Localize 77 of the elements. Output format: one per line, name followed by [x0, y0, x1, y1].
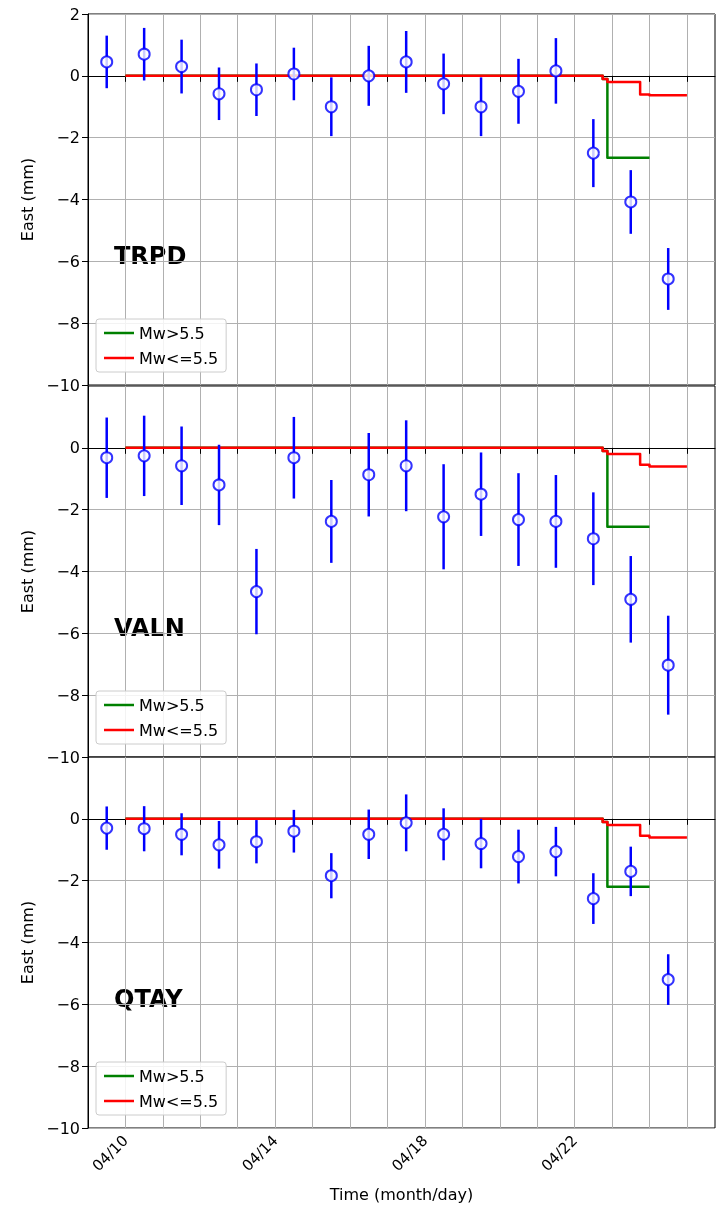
y-tick-label: −4 — [56, 190, 80, 209]
y-tick-label: −4 — [56, 562, 80, 581]
x-axis-title: Time (month/day) — [328, 1184, 474, 1204]
y-tick-label: 0 — [69, 809, 80, 829]
y-axis-title: East (mm) — [17, 157, 37, 242]
point — [437, 827, 451, 841]
point — [212, 838, 226, 852]
point — [175, 827, 189, 841]
point — [287, 451, 301, 465]
point — [661, 973, 675, 987]
point — [399, 816, 413, 830]
legend-label: Mw>5.5 — [139, 323, 205, 343]
point — [175, 459, 189, 473]
y-tick-label: −10 — [46, 747, 80, 767]
legend-label: Mw<=5.5 — [139, 348, 219, 368]
y-axis-title: East (mm) — [17, 529, 37, 614]
point — [399, 459, 413, 473]
point — [511, 850, 525, 864]
y-tick-label: −10 — [46, 375, 80, 395]
legend-label: Mw>5.5 — [139, 1066, 205, 1086]
point — [586, 892, 600, 906]
point — [437, 77, 451, 91]
point — [324, 869, 338, 883]
point — [287, 824, 301, 838]
point — [287, 67, 301, 81]
point — [474, 487, 488, 501]
point — [362, 827, 376, 841]
y-tick-label: −6 — [56, 623, 80, 643]
point — [511, 513, 525, 527]
point — [212, 87, 226, 101]
y-tick-label: 0 — [69, 66, 80, 86]
y-tick-label: −10 — [46, 1118, 80, 1138]
point — [249, 585, 263, 599]
point — [137, 47, 151, 61]
point — [212, 478, 226, 492]
legend-label: Mw<=5.5 — [139, 1091, 219, 1111]
point — [100, 55, 114, 69]
point — [137, 822, 151, 836]
y-tick-label: −2 — [56, 500, 80, 520]
point — [624, 195, 638, 209]
point — [549, 64, 563, 78]
point — [324, 100, 338, 114]
y-tick-label: 2 — [69, 4, 80, 24]
point — [549, 845, 563, 859]
point — [624, 592, 638, 606]
point — [437, 510, 451, 524]
y-axis-title: East (mm) — [17, 900, 37, 985]
y-tick-label: −4 — [56, 933, 80, 952]
y-tick-label: −6 — [56, 251, 80, 271]
point — [586, 146, 600, 160]
y-tick-label: 0 — [69, 438, 80, 458]
legend-label: Mw>5.5 — [139, 695, 205, 715]
point — [249, 835, 263, 849]
point — [661, 658, 675, 672]
point — [661, 272, 675, 286]
point — [399, 55, 413, 69]
point — [175, 60, 189, 74]
point — [100, 821, 114, 835]
point — [249, 83, 263, 97]
point — [549, 514, 563, 528]
y-tick-label: −8 — [56, 1056, 80, 1076]
legend-label: Mw<=5.5 — [139, 720, 219, 740]
y-tick-label: −8 — [56, 313, 80, 333]
point — [511, 84, 525, 98]
point — [362, 69, 376, 83]
y-tick-label: −8 — [56, 685, 80, 705]
y-tick-label: −2 — [56, 128, 80, 148]
y-tick-label: −2 — [56, 871, 80, 891]
point — [324, 514, 338, 528]
point — [586, 532, 600, 546]
point — [624, 864, 638, 878]
point — [362, 468, 376, 482]
point — [137, 449, 151, 463]
point — [474, 100, 488, 114]
point — [100, 451, 114, 465]
y-tick-label: −6 — [56, 994, 80, 1014]
point — [474, 837, 488, 851]
